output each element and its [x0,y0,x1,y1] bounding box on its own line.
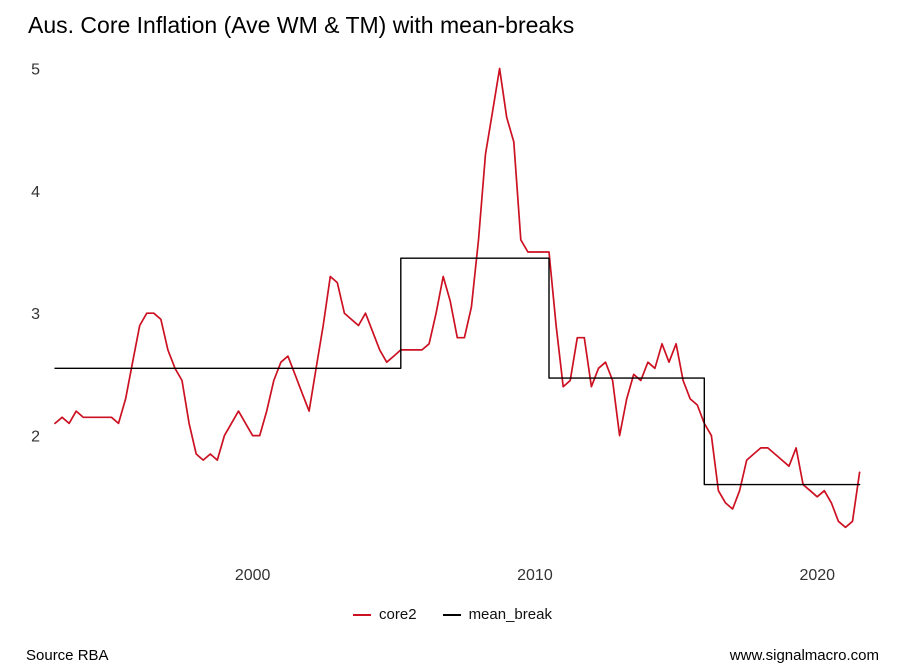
chart-svg: 2 3 4 5 2000 2010 2020 [31,61,861,584]
y-axis-tick-label: 4 [31,184,40,201]
y-axis-tick-label: 5 [31,61,40,78]
website-link: www.signalmacro.com [729,647,879,664]
legend-label: core2 [379,606,417,623]
legend-item-core2: core2 [353,606,417,623]
x-axis-tick-label: 2010 [517,567,553,584]
y-axis-tick-label: 3 [31,306,40,323]
series-line-mean_break [54,257,861,486]
y-axis-tick-label: 2 [31,429,40,446]
legend-line-key-icon [353,613,372,616]
legend-line-key-icon [442,613,461,616]
legend-item-mean_break: mean_break [442,606,552,623]
x-axis-tick-label: 2020 [799,567,835,584]
chart-legend: core2 mean_break [0,606,905,623]
chart-title: Aus. Core Inflation (Ave WM & TM) with m… [28,12,575,38]
legend-label: mean_break [468,606,552,623]
x-axis-tick-label: 2000 [235,567,271,584]
series-line-core2 [54,67,861,529]
source-note: Source RBA [26,647,109,664]
